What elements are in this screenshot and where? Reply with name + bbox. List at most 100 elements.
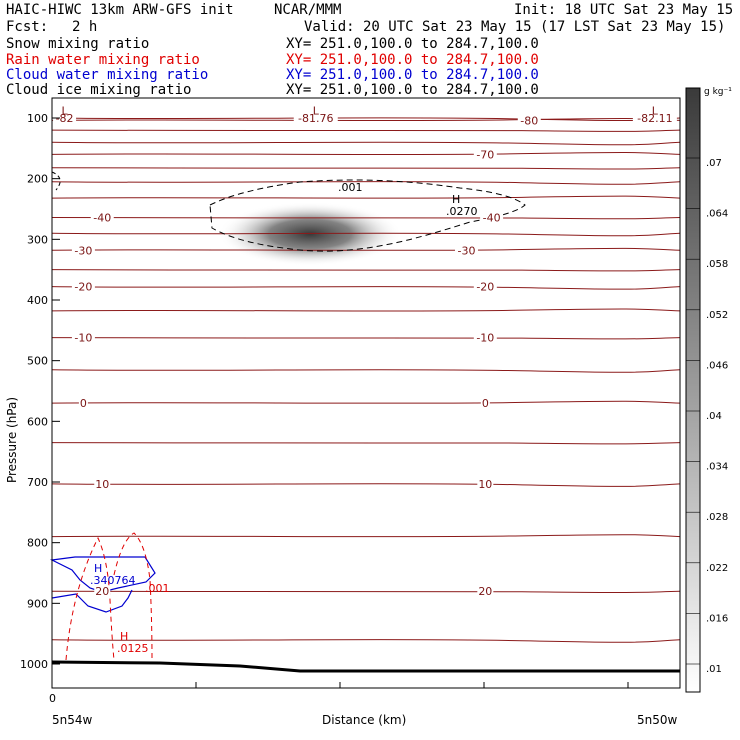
field-rain-name: Rain water mixing ratio xyxy=(6,52,200,68)
temp-label-bg xyxy=(454,244,478,257)
field-cloudice-xy: XY= 251.0,100.0 to 284.7,100.0 xyxy=(286,82,539,98)
cloud-ice-max-marker: H xyxy=(452,193,460,206)
field-cloudice-name: Cloud ice mixing ratio xyxy=(6,82,192,98)
isotherm-line xyxy=(51,369,681,373)
colorbar-label: .034 xyxy=(706,462,728,473)
colorbar-label: .028 xyxy=(706,512,728,523)
temp-label-bg xyxy=(473,148,497,161)
isotherm-line xyxy=(51,337,681,340)
temp-label-bg xyxy=(477,585,494,598)
colorbar-label: .022 xyxy=(706,563,728,574)
isotherm-line xyxy=(51,141,681,146)
isotherm-line xyxy=(51,129,681,132)
y-tick-label-900: 900 xyxy=(27,597,48,610)
plot-title: HAIC-HIWC 13km ARW-GFS init xyxy=(6,2,234,18)
y-tick-label-600: 600 xyxy=(27,415,48,428)
temp-label: 20 xyxy=(478,585,492,598)
isotherm-line xyxy=(51,441,681,445)
isotherm-line xyxy=(51,400,681,404)
temp-label: 10 xyxy=(478,478,492,491)
x-tick-label-0: 0 xyxy=(49,692,56,705)
temp-label: 0 xyxy=(482,397,489,410)
temp-label: 10 xyxy=(95,478,109,491)
temp-label: -70 xyxy=(476,148,494,161)
isotherm-line xyxy=(51,590,681,593)
x-end-label-left: 5n54w xyxy=(52,713,93,727)
temp-label-bg xyxy=(94,477,111,490)
cloud-ice-contour xyxy=(209,179,526,252)
temp-label-bg xyxy=(480,397,490,410)
isotherm-line xyxy=(51,269,681,272)
colorbar-label: .04 xyxy=(706,411,722,422)
terrain-line xyxy=(51,660,680,673)
y-tick-label-100: 100 xyxy=(27,112,48,125)
temperature-contours xyxy=(51,117,681,643)
colorbar: .07 .064 .058 .052 .046 .04 .034 .028 .022 .016 .0… xyxy=(685,87,732,693)
low-marker: L xyxy=(61,105,68,118)
temp-label: -30 xyxy=(457,244,475,257)
isotherm-line xyxy=(51,195,681,199)
y-tick-label-700: 700 xyxy=(27,476,48,489)
plot-frame xyxy=(51,97,681,689)
fcst-label: Fcst: xyxy=(6,19,49,35)
temp-label: -10 xyxy=(74,332,92,345)
cloud-water-contour-lower xyxy=(51,589,133,613)
temp-label: 0 xyxy=(80,397,87,410)
rain-water-max-marker: H xyxy=(120,630,128,643)
temp-label-bg xyxy=(480,211,504,224)
low-marker: L xyxy=(313,105,320,118)
temp-label-bg xyxy=(90,211,114,224)
colorbar-label: .07 xyxy=(706,158,722,169)
temp-label-bg xyxy=(94,585,111,598)
isotherm-line xyxy=(51,152,681,156)
rain-water-contour-1 xyxy=(65,536,115,661)
isotherm-line xyxy=(51,181,681,185)
y-tick-label-800: 800 xyxy=(27,537,48,550)
field-cloudwater-xy: XY= 251.0,100.0 to 284.7,100.0 xyxy=(286,67,539,83)
cloud-water-max-marker: H xyxy=(94,562,102,575)
isotherm-line xyxy=(51,167,681,170)
field-snow-name: Snow mixing ratio xyxy=(6,36,150,52)
low-marker: L xyxy=(652,105,659,118)
isotherm-line xyxy=(51,639,681,643)
temp-label-bg xyxy=(632,112,677,124)
colorbar-unit: g kg⁻¹ xyxy=(704,87,732,97)
temp-label: -10 xyxy=(476,332,494,345)
temp-label-bg xyxy=(293,112,338,124)
temp-label: 20 xyxy=(95,585,109,598)
valid-time: Valid: 20 UTC Sat 23 May 15 (17 LST Sat … xyxy=(304,19,726,35)
temp-label: -81.76 xyxy=(298,112,333,125)
temp-label: -82 xyxy=(56,112,74,125)
isotherm-line xyxy=(51,534,681,538)
x-axis: 0 5n54w 5n50w Distance (km) xyxy=(49,680,678,727)
colorbar-label: .01 xyxy=(706,664,722,675)
colorbar-label: .064 xyxy=(706,209,728,220)
colorbar-label: .046 xyxy=(706,360,728,371)
temperature-labels: -82 -81.76 -82.11 -80 -70 -40 -40 -30 -30 -20 -20 -… xyxy=(53,105,677,598)
temp-label: -40 xyxy=(483,211,501,224)
temp-label: -30 xyxy=(74,244,92,257)
y-axis: 100 200 300 400 500 600 700 800 900 1000 xyxy=(20,112,60,671)
colorbar-label: .052 xyxy=(706,310,728,321)
init-time: Init: 18 UTC Sat 23 May 15 xyxy=(514,2,734,18)
temp-label: -20 xyxy=(476,281,494,294)
y-axis-label: Pressure (hPa) xyxy=(5,397,19,483)
isotherm-line xyxy=(51,483,681,487)
y-tick-label-1000: 1000 xyxy=(20,658,48,671)
cloud-ice-max-value: .0270 xyxy=(446,205,478,218)
isotherm-line xyxy=(51,285,681,290)
colorbar-strip xyxy=(685,87,701,693)
temp-label-bg xyxy=(517,114,541,127)
cloud-ice-label: .001 xyxy=(338,181,363,194)
field-rain-xy: XY= 251.0,100.0 to 284.7,100.0 xyxy=(286,52,539,68)
x-end-label-right: 5n50w xyxy=(637,713,678,727)
cloud-water-max-value: .340764 xyxy=(90,574,136,587)
temp-label-bg xyxy=(71,244,95,257)
temp-label-bg xyxy=(53,112,77,124)
field-snow-xy: XY= 251.0,100.0 to 284.7,100.0 xyxy=(286,36,539,52)
x-axis-label: Distance (km) xyxy=(322,713,406,727)
y-tick-label-500: 500 xyxy=(27,355,48,368)
temp-label-bg xyxy=(473,280,497,293)
y-tick-label-300: 300 xyxy=(27,233,48,246)
